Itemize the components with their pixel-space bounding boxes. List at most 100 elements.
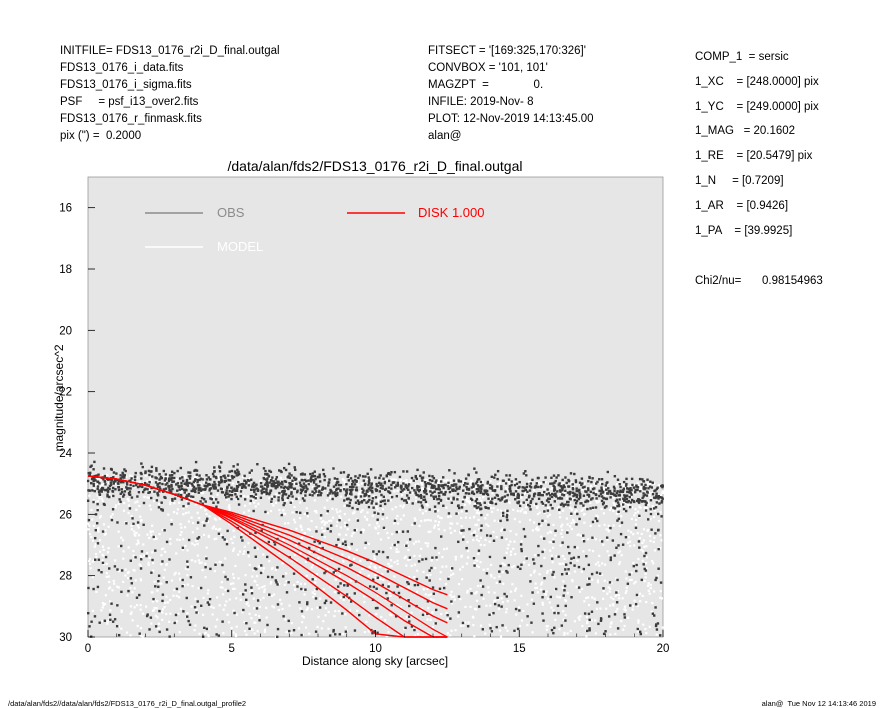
model-point [634, 492, 637, 495]
obs-point [329, 530, 332, 533]
model-point [229, 582, 233, 585]
obs-point [159, 487, 162, 491]
obs-point [339, 489, 342, 492]
obs-point [268, 593, 271, 596]
obs-point [206, 601, 209, 604]
model-point [128, 474, 132, 477]
model-point [413, 517, 416, 520]
obs-point [276, 603, 280, 606]
obs-point [140, 550, 144, 553]
obs-point [588, 476, 591, 480]
obs-point [616, 490, 619, 493]
model-point [299, 524, 302, 527]
obs-point [282, 575, 285, 578]
obs-point [525, 485, 529, 489]
model-point [212, 525, 215, 528]
obs-point [639, 490, 642, 493]
obs-point [584, 500, 587, 504]
model-point [656, 574, 659, 577]
model-point [357, 483, 360, 487]
model-point [385, 568, 388, 571]
model-point [601, 597, 605, 600]
obs-point [204, 481, 208, 484]
model-point [388, 591, 391, 594]
model-point [172, 594, 175, 597]
obs-point [415, 577, 419, 581]
model-point [302, 532, 305, 535]
obs-point [594, 517, 598, 520]
model-point [201, 521, 204, 524]
obs-point [519, 567, 522, 571]
obs-point [195, 473, 199, 476]
model-point [645, 631, 648, 635]
obs-point [123, 490, 127, 493]
obs-point [294, 478, 297, 481]
model-point [439, 578, 442, 581]
obs-point [282, 503, 285, 507]
obs-point [379, 486, 383, 490]
model-point [475, 511, 479, 514]
model-point [232, 529, 235, 532]
model-point [575, 482, 578, 485]
model-point [372, 495, 375, 498]
model-point [549, 549, 552, 552]
model-point [475, 590, 478, 594]
component-line: 1_XC = [248.0000] pix [695, 75, 819, 88]
model-point [193, 483, 196, 486]
model-point [429, 530, 432, 533]
obs-point [353, 629, 357, 632]
obs-point [221, 563, 224, 567]
obs-point [228, 470, 231, 473]
model-point [628, 578, 632, 582]
obs-point [609, 496, 612, 499]
model-point [437, 515, 440, 518]
model-point [300, 528, 304, 531]
obs-point [500, 497, 503, 500]
obs-point [113, 565, 117, 568]
model-point [323, 521, 326, 524]
model-point [626, 541, 630, 544]
model-point [174, 571, 177, 574]
obs-point [634, 603, 638, 606]
obs-point [644, 483, 647, 487]
model-point [629, 484, 633, 487]
model-point [327, 627, 330, 630]
obs-point [542, 481, 545, 484]
model-point [117, 625, 121, 628]
model-point [175, 478, 178, 481]
obs-point [573, 498, 576, 502]
obs-point [315, 486, 318, 489]
obs-point [307, 482, 310, 486]
model-point [151, 561, 155, 565]
model-point [356, 496, 360, 500]
model-point [228, 509, 231, 512]
model-point [254, 613, 257, 617]
obs-point [462, 529, 465, 532]
model-point [395, 544, 398, 547]
obs-point [507, 478, 511, 481]
obs-point [158, 478, 161, 481]
obs-point [373, 511, 376, 514]
header-left: INITFILE= FDS13_0176_r2i_D_final.outgal … [60, 43, 280, 145]
obs-point [522, 501, 525, 504]
model-point [454, 558, 457, 561]
model-point [582, 550, 585, 553]
obs-point [472, 482, 475, 485]
obs-point [600, 488, 604, 491]
obs-point [562, 494, 566, 497]
obs-point [91, 489, 94, 492]
obs-point [305, 486, 308, 489]
model-point [268, 484, 271, 488]
obs-point [376, 606, 379, 610]
obs-point [423, 491, 426, 494]
obs-point [550, 476, 553, 480]
obs-point [323, 571, 326, 575]
obs-point [437, 491, 441, 495]
model-point [561, 562, 565, 565]
obs-point [301, 472, 304, 475]
model-point [570, 522, 573, 525]
obs-point [364, 475, 367, 478]
model-point [443, 479, 446, 482]
obs-point [318, 491, 321, 494]
obs-point [283, 489, 286, 493]
